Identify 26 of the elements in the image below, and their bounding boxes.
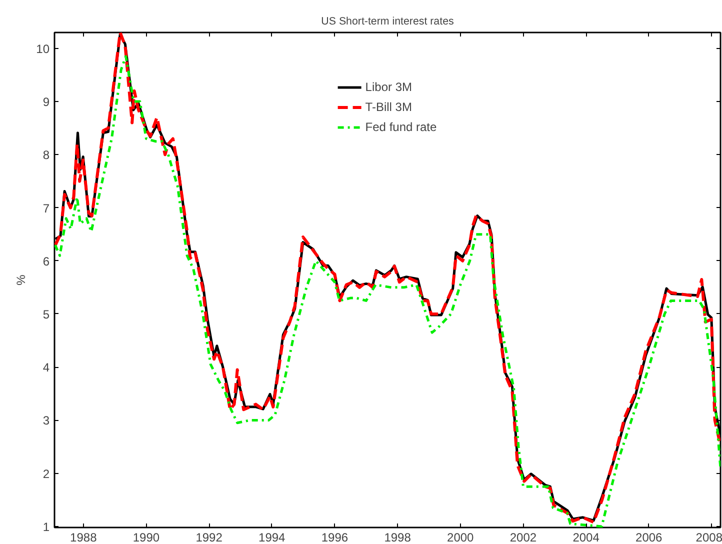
y-tick-label: 7 <box>42 201 50 216</box>
x-tick-label: 1996 <box>321 530 348 544</box>
x-tick-label: 1998 <box>384 530 412 544</box>
y-tick-label: 4 <box>42 360 50 375</box>
x-tick-label: 2000 <box>447 530 474 544</box>
legend-label: Libor 3M <box>365 80 412 94</box>
x-tick-label: 1992 <box>196 530 223 544</box>
y-tick-label: 9 <box>42 95 50 110</box>
y-tick-label: 10 <box>36 42 50 56</box>
y-tick-label: 8 <box>42 148 50 162</box>
legend-label: Fed fund rate <box>365 120 437 134</box>
y-tick-label: 1 <box>42 520 50 534</box>
y-axis-title: % <box>14 274 28 286</box>
x-tick-label: 1990 <box>132 530 160 544</box>
x-tick-label: 2006 <box>636 530 663 544</box>
x-tick-label: 2008 <box>696 530 722 544</box>
y-tick-label: 5 <box>42 307 50 322</box>
legend-label: T-Bill 3M <box>365 100 412 114</box>
x-tick-label: 1988 <box>70 530 98 544</box>
x-tick-label: 2004 <box>572 530 600 544</box>
y-tick-label: 2 <box>42 466 50 481</box>
chart-title: US Short-term interest rates <box>321 16 454 28</box>
y-tick-label: 3 <box>42 414 50 428</box>
x-tick-label: 1994 <box>258 530 286 544</box>
x-tick-label: 2002 <box>510 530 537 544</box>
y-tick-label: 6 <box>42 254 50 268</box>
